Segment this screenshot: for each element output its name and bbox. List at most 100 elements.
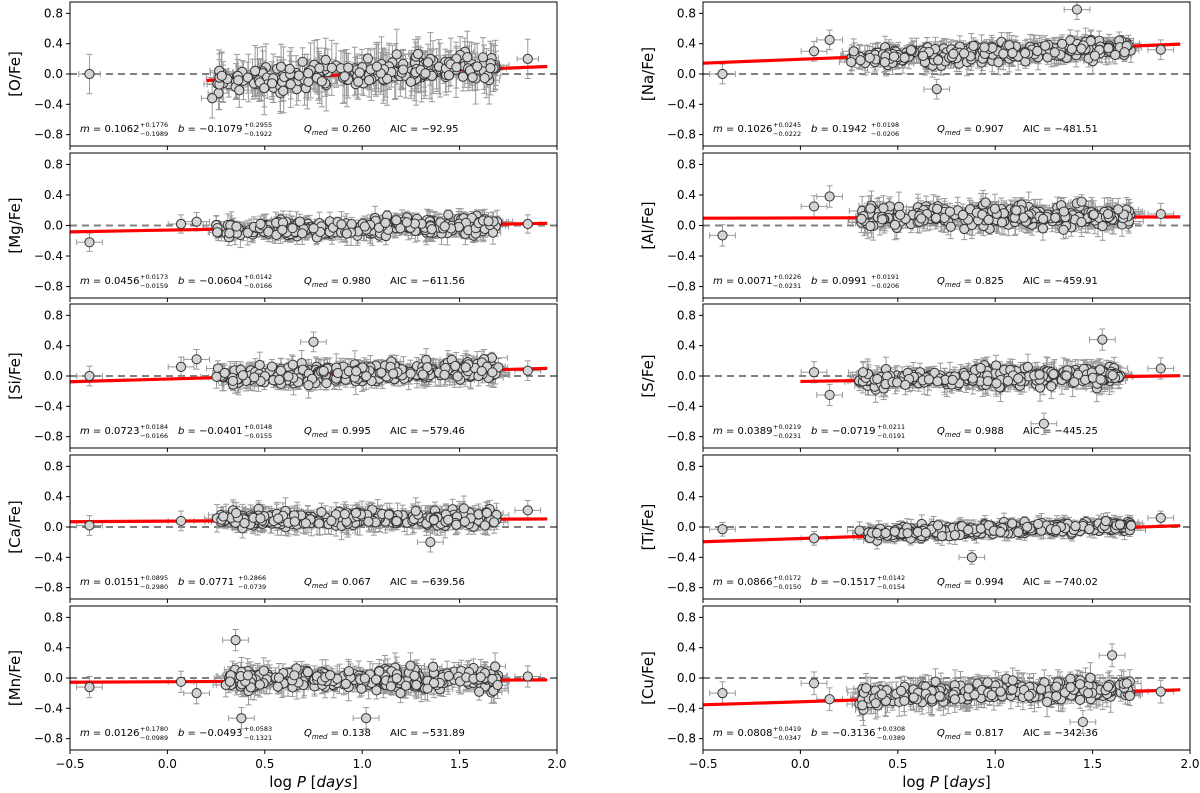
data-points (717, 4, 1166, 95)
data-point (848, 46, 859, 57)
intercept-value-upper: +0.2955 (244, 121, 272, 129)
data-point (979, 42, 990, 53)
data-point (879, 57, 890, 68)
data-point (391, 49, 402, 60)
data-point (207, 93, 218, 104)
data-point (1040, 40, 1051, 51)
data-point (405, 76, 416, 87)
data-point (284, 63, 295, 74)
data-point (917, 50, 929, 61)
data-point (808, 46, 820, 57)
data-point (998, 48, 1009, 59)
data-point (717, 68, 728, 80)
slope-value-upper: +0.1776 (140, 121, 168, 129)
data-point (824, 34, 835, 45)
slope-value-lower: −0.0222 (773, 130, 801, 138)
slope-value: m = 0.1026 (713, 124, 772, 135)
data-point (250, 65, 261, 76)
aic-value: AIC = −92.95 (390, 124, 459, 135)
plot-area (70, 205, 557, 252)
data-point (1057, 38, 1068, 49)
data-point (1110, 49, 1121, 61)
data-point (303, 68, 314, 79)
y-tick-label: 0.4 (677, 37, 696, 51)
intercept-value-lower: −0.1922 (244, 130, 272, 138)
slope-value-upper: +0.0245 (773, 121, 801, 129)
data-point (412, 48, 424, 60)
data-point (339, 71, 350, 82)
data-point (364, 75, 375, 86)
y-axis-label: [Na/Fe] (639, 47, 657, 101)
data-point (278, 85, 289, 97)
plot-area (70, 28, 557, 119)
data-point (931, 84, 942, 95)
data-point (451, 62, 462, 73)
data-point (1103, 43, 1114, 54)
data-point (320, 54, 331, 65)
data-point (353, 76, 364, 87)
data-point (422, 57, 434, 68)
data-point (1007, 47, 1018, 59)
data-point (234, 85, 245, 96)
data-point (888, 51, 900, 62)
data-point (1076, 43, 1087, 54)
intercept-value-lower: −0.0206 (871, 130, 899, 138)
data-point (959, 48, 970, 59)
data-point (462, 52, 473, 63)
data-point (233, 75, 244, 86)
slope-value: m = 0.1062 (80, 124, 139, 135)
qmed-value: Qmed = 0.260 (304, 124, 371, 137)
data-point (326, 62, 337, 73)
data-point (382, 73, 393, 84)
y-tick-label: 0.0 (677, 67, 696, 81)
data-point (398, 64, 409, 75)
data-point (293, 70, 305, 81)
data-point (1071, 4, 1083, 15)
data-point (1155, 44, 1166, 55)
data-point (420, 68, 431, 79)
data-point (362, 53, 374, 64)
data-point (1049, 47, 1060, 58)
data-point (1089, 50, 1100, 61)
panel-nafe: −0.8 −0.4 0.0 0.4 0.8 [Na/Fe] m = 0.1026 +0.024… (639, 1, 1191, 150)
data-point (467, 72, 478, 83)
y-tick-label: 0.4 (44, 37, 63, 51)
data-point (354, 67, 365, 78)
data-point (343, 62, 354, 73)
qmed-value: Qmed = 0.907 (937, 124, 1004, 137)
data-point (1119, 47, 1130, 58)
data-point (242, 72, 253, 83)
data-point (1066, 43, 1077, 55)
data-point (303, 76, 314, 87)
fit-statistics: m = 0.1026 +0.0245−0.0222 b = 0.1942 +0.019… (713, 121, 1098, 138)
y-tick-label: −0.4 (667, 97, 696, 111)
y-tick-label: 0.0 (44, 67, 63, 81)
data-point (297, 56, 308, 67)
data-point (1020, 47, 1031, 59)
data-point (216, 70, 227, 81)
data-point (84, 68, 95, 80)
aic-value: AIC = −481.51 (1023, 124, 1098, 135)
panel-mgfe: −0.8−0.40.00.40.8[Mg/Fe]m = 0.0456 +0.017… (6, 152, 558, 302)
data-point (443, 70, 455, 81)
data-point (316, 76, 327, 87)
y-tick-label: −0.8 (34, 128, 63, 142)
data-point (864, 52, 875, 63)
data-point (275, 61, 287, 72)
data-points (84, 46, 533, 104)
data-point (371, 61, 382, 72)
data-point (477, 52, 489, 63)
y-axis-label: [O/Fe] (6, 51, 24, 97)
plot-area (703, 2, 1190, 100)
data-point (846, 56, 857, 68)
data-point (485, 63, 496, 74)
fit-statistics: m = 0.1062 +0.1776−0.1989 b = −0.1079 +0.29… (80, 121, 459, 138)
data-point (479, 73, 490, 84)
y-tick-label: 0.8 (677, 6, 696, 20)
data-point (314, 63, 325, 74)
slope-value-lower: −0.1989 (140, 130, 168, 138)
data-point (993, 57, 1004, 68)
data-point (968, 40, 979, 52)
data-point (1032, 45, 1043, 57)
